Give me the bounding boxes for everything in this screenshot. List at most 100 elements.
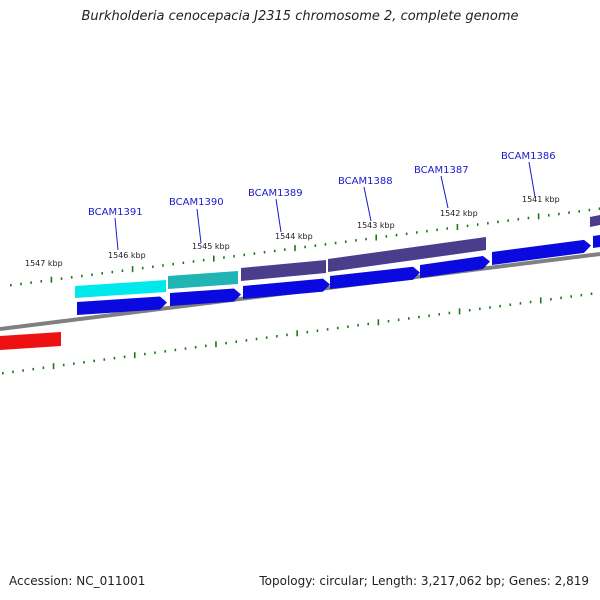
outer-tick (375, 234, 377, 241)
inner-tick (347, 325, 349, 328)
outer-tick (324, 243, 327, 246)
inner-tick (377, 319, 380, 326)
forward-arrow (330, 266, 420, 289)
outer-tick (436, 228, 438, 232)
scale-label: 1542 kbp (440, 209, 478, 218)
inner-tick (306, 330, 309, 334)
inner-tick (580, 293, 583, 297)
inner-tick (133, 352, 136, 359)
inner-tick (357, 324, 359, 327)
outer-tick (20, 282, 22, 286)
forward-arrow (170, 288, 241, 306)
inner-tick (83, 361, 85, 364)
scale-label: 1544 kbp (275, 232, 313, 241)
outer-tick (202, 258, 205, 262)
outer-tick (162, 264, 164, 267)
outer-tick (304, 245, 306, 249)
outer-tick (253, 252, 256, 255)
inner-tick (22, 369, 24, 372)
outer-tick (517, 218, 520, 221)
outer-tick (223, 256, 225, 259)
gene-label-leader (528, 161, 536, 198)
inner-tick (336, 326, 339, 330)
outer-tick (395, 233, 398, 237)
outer-tick (558, 212, 560, 216)
inner-tick (590, 292, 593, 296)
outer-tick (568, 211, 570, 214)
gene-label: BCAM1388 (338, 176, 393, 187)
outer-tick (476, 223, 479, 226)
inner-tick (550, 298, 552, 301)
outer-tick (385, 235, 388, 238)
inner-tick (428, 314, 430, 317)
outer-tick (40, 280, 43, 283)
gene-label: BCAM1390 (169, 197, 224, 208)
inner-tick (154, 351, 156, 354)
gene-label-leader (275, 198, 282, 233)
inner-tick (205, 344, 207, 348)
inner-tick (316, 329, 319, 333)
inner-tick (265, 336, 268, 339)
cds-bcam1388-1387 (328, 237, 486, 272)
outer-tick (446, 227, 449, 230)
cds-red (0, 332, 61, 350)
inner-tick (499, 304, 501, 308)
outer-tick (101, 272, 103, 275)
inner-tick (479, 307, 481, 311)
outer-tick (466, 224, 469, 228)
forward-arrow (243, 278, 330, 299)
inner-tick (296, 330, 298, 337)
forward-arrow (420, 256, 490, 278)
outer-tick (192, 260, 195, 263)
inner-tick (438, 313, 441, 316)
scale-label: 1546 kbp (108, 251, 146, 260)
outer-tick (284, 248, 286, 251)
inner-tick (529, 300, 532, 304)
inner-tick (113, 356, 116, 360)
outer-tick (507, 219, 509, 222)
outer-tick (111, 270, 114, 274)
forward-arrow (492, 239, 591, 265)
forward-arrow (77, 296, 167, 315)
inner-tick (184, 347, 187, 350)
inner-tick (448, 311, 451, 315)
inner-tick (245, 339, 248, 342)
inner-tick (62, 363, 65, 367)
topology-summary: Topology: circular; Length: 3,217,062 bp… (259, 574, 589, 588)
map-title: Burkholderia cenocepacia J2315 chromosom… (81, 9, 519, 24)
inner-tick (255, 337, 258, 341)
outer-tick (131, 266, 134, 273)
inner-tick (103, 358, 106, 361)
outer-tick (263, 251, 266, 254)
inner-tick (2, 372, 4, 375)
outer-tick (273, 249, 276, 253)
gene-labels: BCAM1391 BCAM1390 BCAM1389 BCAM1388 BCAM1387… (88, 151, 556, 251)
outer-tick (81, 274, 83, 278)
outer-tick (314, 244, 317, 247)
inner-tick (519, 302, 522, 305)
inner-tick-ring (2, 292, 593, 375)
outer-tick (243, 253, 246, 257)
cds-bcam1391 (75, 280, 166, 298)
inner-tick (326, 328, 329, 331)
gene-label-leader (196, 208, 202, 244)
inner-tick (276, 335, 278, 338)
inner-tick (52, 363, 55, 370)
gene-label-leader (440, 175, 449, 209)
outer-tick (456, 223, 459, 230)
scale-label: 1541 kbp (522, 195, 560, 204)
outer-tick (213, 255, 215, 262)
outer-tick (30, 281, 32, 284)
outer-tick (487, 221, 489, 225)
outer-tick (91, 273, 93, 276)
inner-tick (225, 341, 227, 345)
scale-label: 1547 kbp (25, 259, 63, 268)
outer-tick (547, 214, 550, 217)
outer-tick (588, 208, 591, 212)
inner-tick (164, 350, 166, 353)
outer-tick (60, 277, 63, 280)
inner-tick (235, 340, 238, 343)
inner-tick (397, 318, 400, 322)
inner-tick (144, 352, 146, 356)
inner-tick (539, 297, 542, 304)
